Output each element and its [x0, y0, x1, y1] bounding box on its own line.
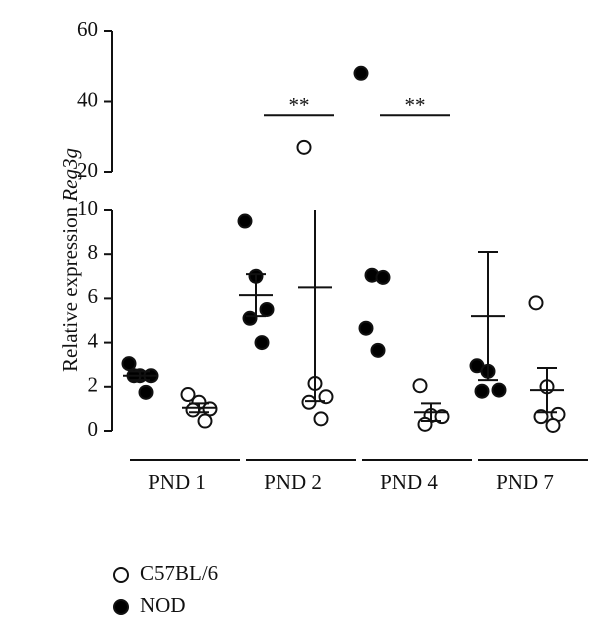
data-point	[301, 394, 317, 410]
legend-label: C57BL/6	[140, 561, 218, 585]
data-point	[417, 416, 433, 432]
data-point	[318, 389, 334, 405]
data-point	[121, 356, 137, 372]
data-point	[180, 387, 196, 403]
data-point	[242, 310, 258, 326]
legend-marker	[113, 599, 129, 615]
data-point	[375, 269, 391, 285]
y-label-text: Relative expression	[58, 206, 82, 372]
x-tick-label: PND 7	[496, 470, 554, 494]
legend-label: NOD	[140, 593, 186, 617]
data-point	[237, 213, 253, 229]
data-point	[412, 378, 428, 394]
data-point	[254, 335, 270, 351]
data-point	[491, 382, 507, 398]
data-point	[259, 301, 275, 317]
x-tick-label: PND 1	[148, 470, 206, 494]
data-point	[545, 417, 561, 433]
data-point	[474, 383, 490, 399]
y-tick-label: 20	[77, 158, 98, 182]
data-point	[434, 409, 450, 425]
y-tick-label: 8	[88, 240, 99, 264]
data-point	[313, 411, 329, 427]
data-point	[370, 342, 386, 358]
data-point	[296, 139, 312, 155]
significance-label: **	[289, 93, 310, 117]
x-tick-label: PND 4	[380, 470, 438, 494]
legend-marker	[113, 567, 129, 583]
y-tick-label: 4	[88, 328, 99, 352]
y-tick-label: 60	[77, 17, 98, 41]
significance-label: **	[405, 93, 426, 117]
y-tick-label: 2	[88, 373, 99, 397]
y-axis-label: Relative expression Reg3g	[58, 148, 82, 372]
data-point	[528, 295, 544, 311]
data-point	[353, 65, 369, 81]
y-tick-label: 10	[77, 196, 98, 220]
data-point	[138, 384, 154, 400]
y-tick-label: 40	[77, 87, 98, 111]
data-point	[185, 402, 201, 418]
data-point	[533, 409, 549, 425]
data-point	[197, 413, 213, 429]
x-tick-label: PND 2	[264, 470, 322, 494]
y-tick-label: 6	[88, 284, 99, 308]
data-point	[358, 320, 374, 336]
y-label-gene: Reg3g	[58, 148, 82, 203]
y-tick-label: 0	[88, 417, 99, 441]
